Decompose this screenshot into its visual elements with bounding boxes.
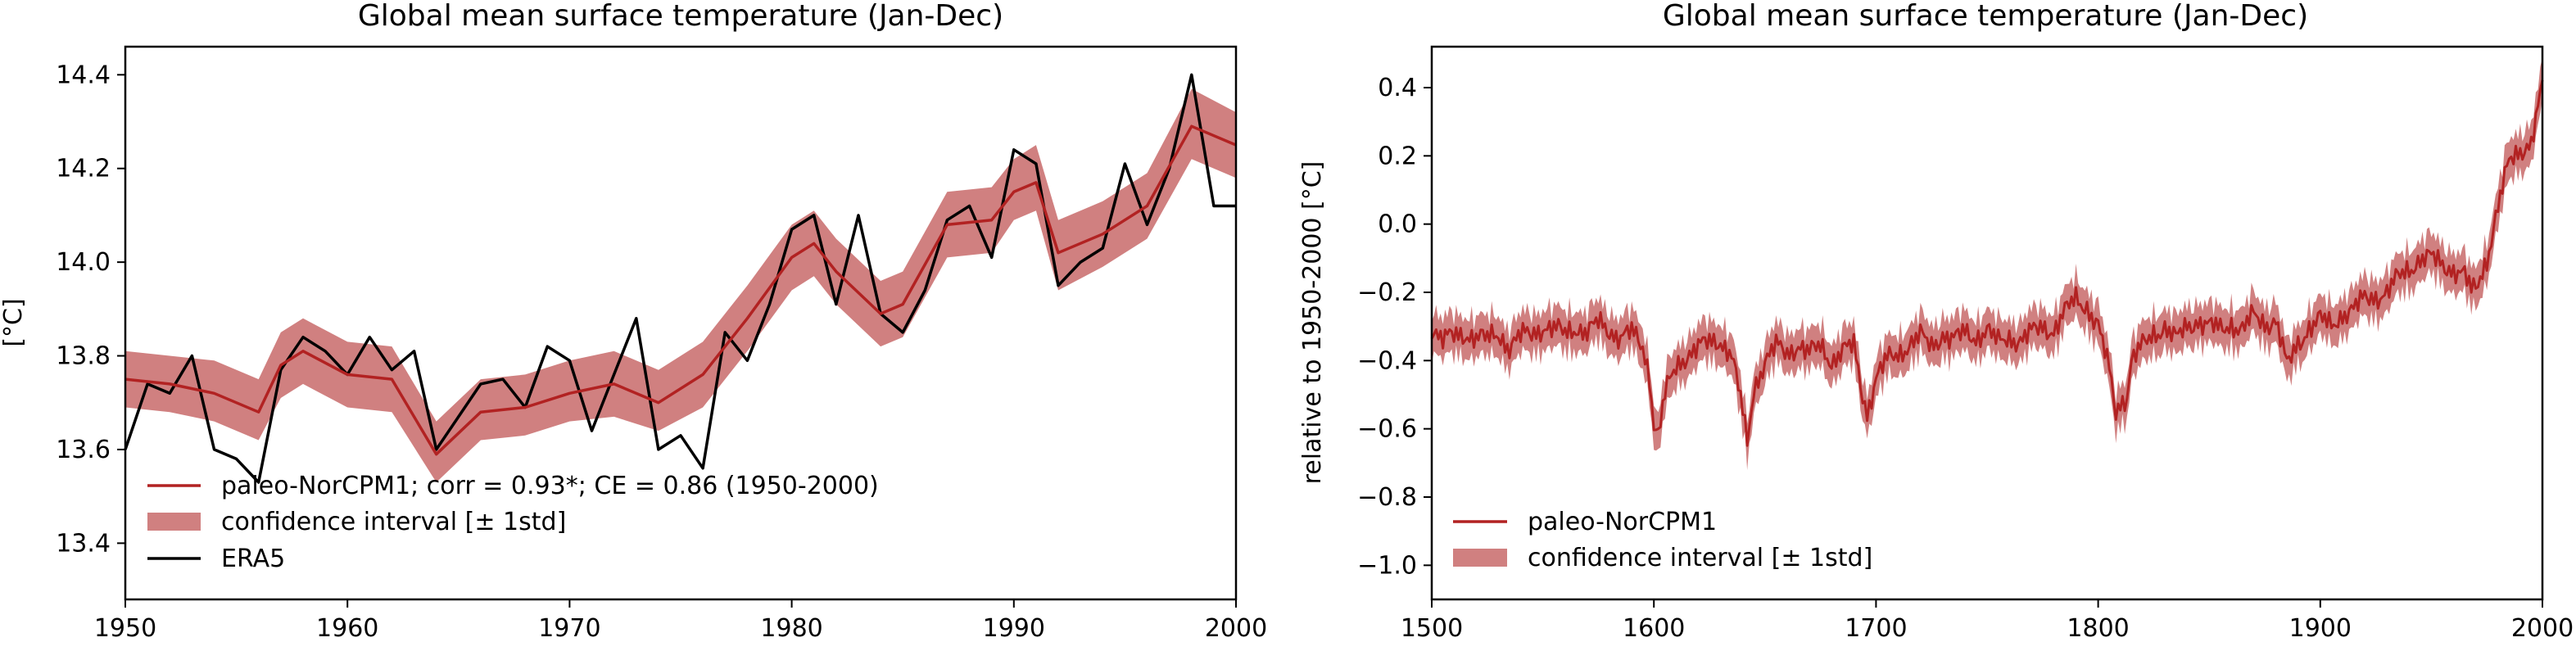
left-y-tick-label: 13.4 bbox=[56, 529, 111, 558]
right-x-tick-label: 1500 bbox=[1401, 614, 1463, 643]
left-axis-ticks: 1950 1960 1970 1980 1990 2000 13.4 13.6 13.8 14.0… bbox=[56, 61, 1267, 643]
left-x-tick-label: 1990 bbox=[983, 614, 1045, 643]
left-y-tick-label: 14.4 bbox=[56, 61, 111, 89]
legend-label-era5: ERA5 bbox=[221, 545, 285, 573]
left-legend: paleo-NorCPM1; corr = 0.93*; CE = 0.86 (… bbox=[147, 472, 879, 573]
right-y-tick-label: −0.4 bbox=[1357, 346, 1417, 375]
right-confidence-band-group bbox=[1432, 57, 2542, 471]
right-chart-title: Global mean surface temperature (Jan-Dec… bbox=[1663, 0, 2308, 33]
left-y-tick-label: 13.6 bbox=[56, 436, 111, 464]
left-series-lines bbox=[124, 73, 1237, 484]
left-confidence-band-group bbox=[125, 88, 1236, 482]
left-model-line bbox=[124, 124, 1237, 456]
left-x-tick-label: 1960 bbox=[316, 614, 378, 643]
legend-label-model: paleo-NorCPM1; corr = 0.93*; CE = 0.86 (… bbox=[221, 472, 879, 500]
left-x-tick-label: 1950 bbox=[94, 614, 156, 643]
legend-label-band: confidence interval [± 1std] bbox=[221, 508, 566, 536]
left-confidence-band bbox=[125, 88, 1236, 482]
legend-swatch-band bbox=[1453, 549, 1507, 567]
left-y-tick-label: 14.2 bbox=[56, 155, 111, 183]
right-panel: Global mean surface temperature (Jan-Dec… bbox=[1298, 0, 2574, 643]
legend-label-model: paleo-NorCPM1 bbox=[1528, 508, 1717, 536]
right-confidence-band bbox=[1432, 57, 2542, 471]
right-y-tick-label: −0.6 bbox=[1357, 415, 1417, 444]
right-y-tick-label: 0.2 bbox=[1378, 142, 1417, 170]
right-x-tick-label: 1900 bbox=[2289, 614, 2352, 643]
right-x-tick-label: 1600 bbox=[1623, 614, 1685, 643]
left-chart-title: Global mean surface temperature (Jan-Dec… bbox=[358, 0, 1003, 33]
left-y-tick-label: 13.8 bbox=[56, 342, 111, 371]
right-y-tick-label: −0.2 bbox=[1357, 278, 1417, 307]
legend-swatch-band bbox=[147, 513, 201, 531]
right-y-axis-label: relative to 1950-2000 [°C] bbox=[1298, 161, 1327, 485]
left-x-tick-label: 1970 bbox=[538, 614, 600, 643]
right-y-tick-label: −0.8 bbox=[1357, 483, 1417, 512]
right-series-lines bbox=[1430, 79, 2544, 447]
left-panel: Global mean surface temperature (Jan-Dec… bbox=[0, 0, 1267, 643]
right-axis-ticks: 1500 1600 1700 1800 1900 2000 −1.0 −0.8 −0.6 −0.4… bbox=[1357, 74, 2574, 643]
right-legend: paleo-NorCPM1 confidence interval [± 1st… bbox=[1453, 508, 1872, 572]
right-model-line bbox=[1430, 79, 2544, 447]
right-y-tick-label: −1.0 bbox=[1357, 551, 1417, 580]
right-x-tick-label: 1700 bbox=[1845, 614, 1907, 643]
left-y-tick-label: 14.0 bbox=[56, 248, 111, 277]
left-x-tick-label: 2000 bbox=[1205, 614, 1267, 643]
right-x-tick-label: 1800 bbox=[2067, 614, 2129, 643]
left-era5-line bbox=[124, 73, 1236, 484]
left-x-tick-label: 1980 bbox=[760, 614, 822, 643]
left-plot-frame bbox=[124, 45, 1238, 601]
legend-label-band: confidence interval [± 1std] bbox=[1528, 544, 1872, 572]
right-y-tick-label: 0.4 bbox=[1378, 74, 1417, 102]
right-plot-frame bbox=[1430, 45, 2544, 601]
left-y-axis-label: [°C] bbox=[0, 298, 28, 346]
right-y-tick-label: 0.0 bbox=[1378, 210, 1417, 239]
right-x-tick-label: 2000 bbox=[2511, 614, 2574, 643]
